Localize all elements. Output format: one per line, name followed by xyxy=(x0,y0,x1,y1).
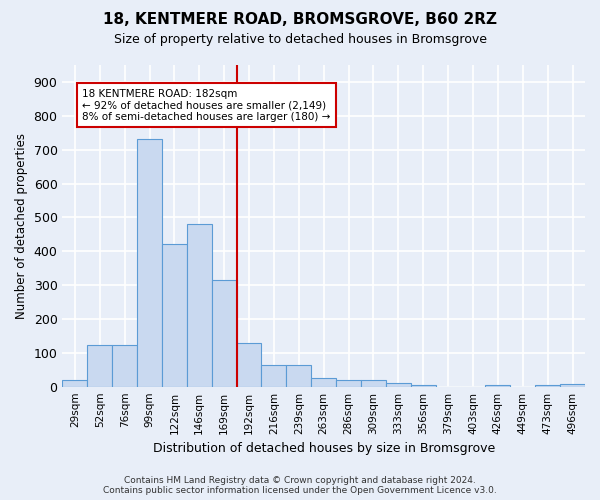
Bar xyxy=(236,342,262,386)
X-axis label: Distribution of detached houses by size in Bromsgrove: Distribution of detached houses by size … xyxy=(152,442,495,455)
Bar xyxy=(361,380,386,386)
Bar xyxy=(485,385,511,386)
Bar xyxy=(311,378,336,386)
Bar xyxy=(286,364,311,386)
Text: 18, KENTMERE ROAD, BROMSGROVE, B60 2RZ: 18, KENTMERE ROAD, BROMSGROVE, B60 2RZ xyxy=(103,12,497,28)
Bar xyxy=(162,244,187,386)
Bar xyxy=(411,385,436,386)
Text: Contains HM Land Registry data © Crown copyright and database right 2024.
Contai: Contains HM Land Registry data © Crown c… xyxy=(103,476,497,495)
Text: 18 KENTMERE ROAD: 182sqm
← 92% of detached houses are smaller (2,149)
8% of semi: 18 KENTMERE ROAD: 182sqm ← 92% of detach… xyxy=(82,88,331,122)
Text: Size of property relative to detached houses in Bromsgrove: Size of property relative to detached ho… xyxy=(113,32,487,46)
Bar xyxy=(187,224,212,386)
Bar xyxy=(262,364,286,386)
Bar xyxy=(88,346,112,387)
Bar xyxy=(535,385,560,386)
Bar xyxy=(112,346,137,387)
Y-axis label: Number of detached properties: Number of detached properties xyxy=(15,133,28,319)
Bar xyxy=(336,380,361,386)
Bar xyxy=(212,280,236,386)
Bar xyxy=(137,140,162,386)
Bar xyxy=(560,384,585,386)
Bar xyxy=(386,384,411,386)
Bar xyxy=(62,380,88,386)
